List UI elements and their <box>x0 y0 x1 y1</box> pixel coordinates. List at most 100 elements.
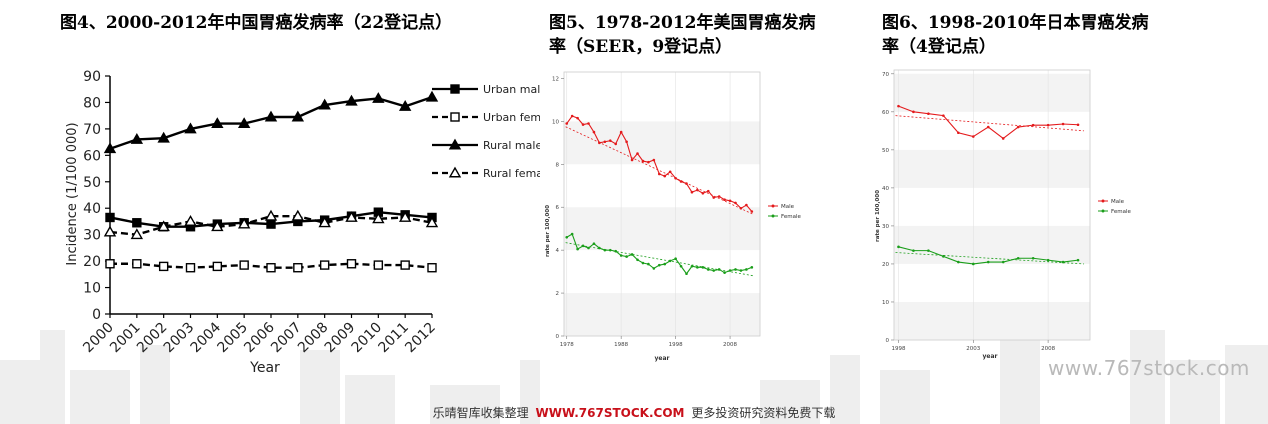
y-tick-label: 0 <box>556 334 560 340</box>
data-point <box>696 266 699 269</box>
footer-url-link[interactable]: WWW.767STOCK.COM <box>535 406 685 420</box>
data-point <box>603 140 607 144</box>
data-point <box>619 130 623 134</box>
data-point <box>346 259 357 269</box>
skyline-background <box>0 330 1268 424</box>
data-point <box>745 203 748 207</box>
data-point <box>132 218 142 228</box>
data-point <box>679 264 683 268</box>
data-point <box>912 249 915 252</box>
data-point <box>1016 125 1020 129</box>
data-point <box>614 249 618 253</box>
data-point <box>185 263 196 273</box>
legend-label: Female <box>1111 209 1132 215</box>
data-point <box>745 268 748 271</box>
data-point <box>927 112 930 116</box>
data-point <box>212 261 223 272</box>
y-tick-label: 50 <box>83 175 101 191</box>
data-point <box>652 267 656 270</box>
data-point <box>674 257 677 261</box>
legend-label: Urban female <box>483 111 540 124</box>
data-point <box>641 261 645 265</box>
data-point <box>614 142 618 146</box>
x-tick-label: 2006 <box>241 319 278 356</box>
trend-line <box>895 252 1085 265</box>
data-point <box>690 190 694 194</box>
x-tick-label: 2011 <box>375 320 412 357</box>
data-point <box>105 212 115 223</box>
footer: 乐晴智库收集整理 WWW.767STOCK.COM 更多投资研究资料免费下载 <box>0 404 1268 421</box>
data-point <box>942 255 945 258</box>
data-point <box>739 269 743 272</box>
data-point <box>668 259 672 263</box>
x-tick-label: 2007 <box>268 320 305 357</box>
x-tick-label: 1988 <box>614 342 628 348</box>
data-point <box>345 211 358 222</box>
trend-line <box>565 126 755 216</box>
data-point <box>630 253 634 256</box>
x-tick-label: 2001 <box>107 320 144 357</box>
legend-marker <box>1101 199 1105 203</box>
y-tick-label: 60 <box>882 110 889 116</box>
data-point <box>132 259 142 269</box>
x-tick-label: 2003 <box>966 346 980 352</box>
data-point <box>576 247 579 251</box>
y-tick-label: 70 <box>83 122 101 138</box>
legend-label: Rural male <box>483 139 540 152</box>
legend-marker <box>1101 209 1105 213</box>
legend-label: Male <box>1111 199 1125 205</box>
legend-marker <box>450 84 460 94</box>
data-point <box>897 104 900 108</box>
data-point <box>663 262 667 266</box>
data-point <box>986 125 990 129</box>
data-point <box>927 249 930 252</box>
y-tick-label: 8 <box>556 162 560 168</box>
data-point <box>897 245 900 249</box>
data-point <box>1061 122 1065 126</box>
data-point <box>1001 137 1005 140</box>
data-point <box>912 110 915 114</box>
data-point <box>728 269 732 272</box>
figure6-title-line2: 率（4登记点） <box>882 37 996 57</box>
x-tick-label: 2009 <box>322 320 359 357</box>
data-point <box>266 219 276 229</box>
data-point <box>291 209 305 221</box>
data-point <box>986 260 990 264</box>
data-point <box>668 170 672 174</box>
data-point <box>345 94 358 106</box>
data-point <box>105 259 115 269</box>
data-point <box>103 225 117 237</box>
y-tick-label: 10 <box>882 300 889 306</box>
data-point <box>318 216 331 228</box>
data-point <box>239 260 249 270</box>
figure5-title-line1: 图5、1978-2012年美国胃癌发病 <box>549 13 816 33</box>
data-point <box>237 117 251 129</box>
figure4-title: 图4、2000-2012年中国胃癌发病率（22登记点） <box>60 13 453 33</box>
data-point <box>598 246 601 250</box>
data-point <box>1046 258 1050 262</box>
x-tick-label: 2003 <box>161 320 198 357</box>
data-point <box>565 235 569 239</box>
x-tick-label: 1998 <box>669 342 683 348</box>
data-point <box>619 254 623 257</box>
x-tick-label: 2005 <box>214 320 251 357</box>
y-axis-title: Incidence (1/100 000) <box>65 122 80 265</box>
data-point <box>712 196 716 199</box>
x-axis-title: year <box>983 353 998 360</box>
data-point <box>427 263 437 273</box>
figure5-title-line2: 率（SEER，9登记点） <box>549 37 733 57</box>
legend-label: Male <box>781 204 795 210</box>
legend-marker <box>450 112 460 122</box>
data-point <box>685 182 688 185</box>
y-tick-label: 12 <box>552 76 559 82</box>
japan-incidence-chart: rate per 100,000 year 0 10 20 30 40 50 60 70 199… <box>875 69 1132 360</box>
data-point <box>425 216 439 228</box>
data-point <box>647 160 650 164</box>
data-point <box>712 269 716 272</box>
data-point <box>723 271 726 274</box>
data-point <box>603 248 607 252</box>
y-tick-label: 10 <box>83 281 101 297</box>
data-point <box>750 210 754 213</box>
data-point <box>130 228 144 240</box>
footer-prefix: 乐晴智库收集整理 <box>432 406 529 420</box>
